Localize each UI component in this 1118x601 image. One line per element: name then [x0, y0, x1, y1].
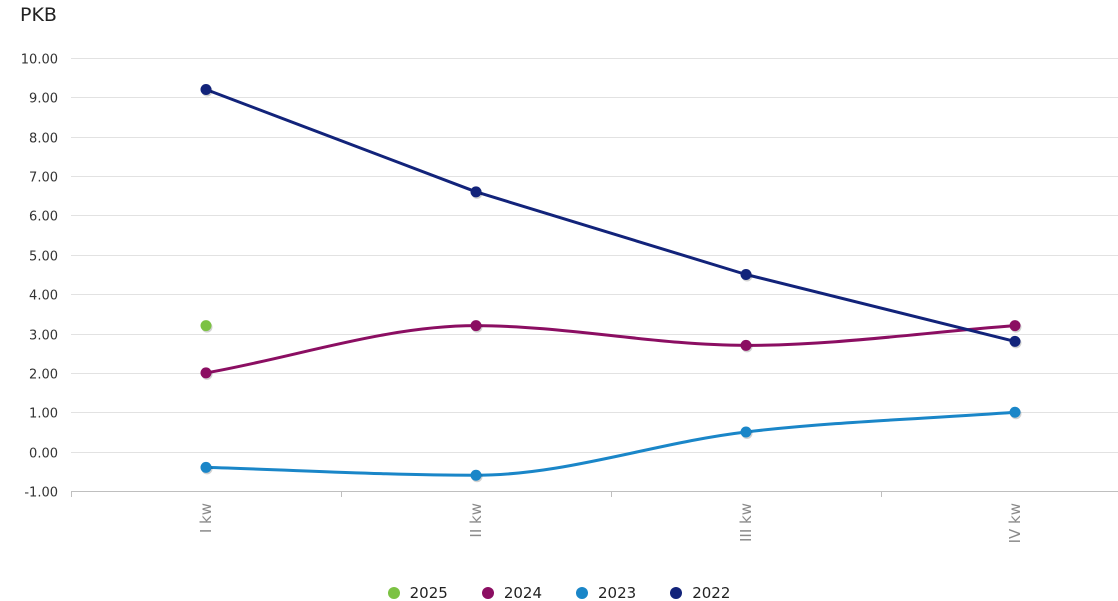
data-point-2024[interactable] — [740, 339, 752, 351]
x-tick-label: II kw — [467, 503, 485, 538]
grid — [71, 58, 1118, 492]
series-line-2023 — [204, 410, 1017, 477]
x-tick-label: I kw — [197, 503, 215, 533]
y-tick-label: 1.00 — [29, 407, 58, 422]
y-tick-label: 10.00 — [21, 53, 58, 68]
y-tick-label: 7.00 — [29, 171, 58, 186]
y-tick-label: 2.00 — [29, 368, 58, 383]
series-line-2022 — [204, 87, 1017, 343]
x-tick-label: IV kw — [1006, 503, 1024, 543]
data-point-2024[interactable] — [470, 320, 482, 332]
data-point-2023[interactable] — [1009, 406, 1021, 418]
y-tick-label: 0.00 — [29, 447, 58, 462]
legend-label: 2023 — [598, 584, 637, 601]
legend-item-2024[interactable]: 2024 — [481, 583, 542, 601]
y-tick-label: 8.00 — [29, 132, 58, 147]
legend-item-2023[interactable]: 2023 — [576, 583, 636, 601]
legend-marker — [481, 587, 494, 599]
data-point-2023[interactable] — [740, 426, 752, 438]
y-tick-label: 4.00 — [29, 289, 58, 304]
axes: -1.00 0.00 1.00 2.00 3.00 4.00 5.00 6.00 7.00 8.0… — [21, 53, 1118, 543]
legend-marker — [670, 587, 683, 599]
y-tick-label: -1.00 — [24, 486, 58, 501]
y-tick-label: 6.00 — [29, 210, 58, 225]
data-point-2025[interactable] — [200, 320, 212, 332]
series-lines — [204, 87, 1017, 477]
y-tick-label: 3.00 — [29, 329, 58, 344]
data-point-2022[interactable] — [740, 269, 752, 280]
data-point-2022[interactable] — [1009, 335, 1021, 347]
legend-label: 2022 — [692, 584, 731, 601]
legend-item-2025[interactable]: 2025 — [387, 583, 448, 601]
legend: 2025 2024 2023 2022 — [0, 583, 1118, 601]
y-tick-label: 9.00 — [29, 92, 58, 107]
chart-title: PKB — [20, 4, 57, 26]
legend-marker — [576, 587, 588, 599]
data-point-2022[interactable] — [200, 83, 212, 95]
data-point-2023[interactable] — [470, 469, 482, 481]
legend-marker — [387, 587, 400, 599]
y-tick-label: 5.00 — [29, 250, 58, 265]
x-tick-label: III kw — [737, 503, 755, 542]
legend-label: 2025 — [409, 584, 448, 601]
data-point-2024[interactable] — [200, 367, 212, 379]
legend-label: 2024 — [503, 584, 542, 601]
legend-item-2022[interactable]: 2022 — [670, 583, 730, 601]
series-points — [200, 83, 1022, 483]
data-point-2023[interactable] — [200, 461, 212, 473]
data-point-2022[interactable] — [470, 186, 482, 198]
series-line-2024 — [204, 324, 1017, 375]
data-point-2024[interactable] — [1009, 320, 1021, 332]
